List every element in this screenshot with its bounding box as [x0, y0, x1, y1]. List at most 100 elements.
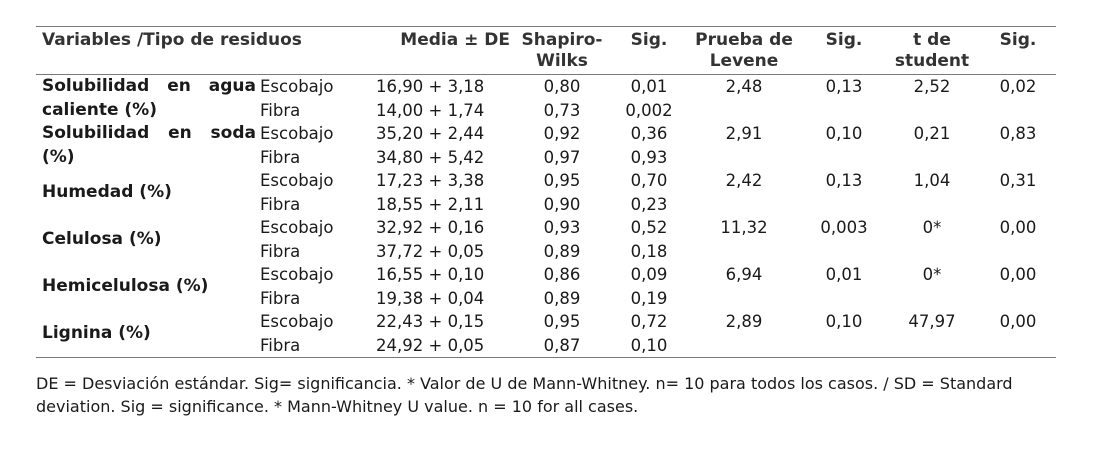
t-value: [884, 146, 980, 170]
residue-type: Escobajo: [260, 265, 334, 284]
header-shapiro-wilks: Shapiro- Wilks: [521, 30, 603, 71]
t-value: 0*: [922, 265, 942, 284]
sig-value: 0,10: [630, 335, 668, 355]
table-row: Hemicelulosa (%) Escobajo 16,55 + 0,10 0,86…: [36, 263, 1056, 296]
sig-levene-value: [804, 287, 884, 311]
levene-value: [684, 193, 804, 217]
sig-t-value: 0,02: [999, 77, 1037, 96]
variable-name: Lignina (%): [42, 322, 151, 343]
sig-levene-value: 0,10: [825, 312, 863, 331]
mean-value: 14,00 + 1,74: [376, 100, 485, 120]
t-value: [884, 334, 980, 358]
sig-value: 0,70: [630, 171, 668, 190]
sig-value: 0,93: [630, 147, 668, 167]
residue-type: Fibra: [260, 147, 301, 167]
shapiro-value: 0,92: [543, 124, 581, 143]
levene-value: 2,91: [725, 124, 763, 143]
t-value: 1,04: [913, 171, 951, 190]
variable-name: Hemicelulosa (%): [42, 275, 209, 296]
table-row: Fibra 19,38 + 0,04 0,89 0,19: [36, 287, 1056, 311]
sig-t-value: 0,00: [999, 265, 1037, 284]
sig-t-value: 0,00: [999, 218, 1037, 237]
mean-value: 16,90 + 3,18: [376, 77, 485, 96]
t-value: [884, 287, 980, 311]
sig-value: 0,19: [630, 288, 668, 308]
levene-value: [684, 287, 804, 311]
sig-value: 0,002: [625, 100, 673, 120]
sig-value: 0,23: [630, 194, 668, 214]
shapiro-value: 0,89: [543, 288, 581, 308]
variable-name: Celulosa (%): [42, 228, 162, 249]
variable-name: Solubilidad en agua caliente (%): [42, 76, 256, 120]
header-sig-2: Sig.: [825, 30, 863, 50]
levene-value: 2,42: [725, 171, 763, 190]
mean-value: 22,43 + 0,15: [376, 312, 485, 331]
table-row: Fibra 14,00 + 1,74 0,73 0,002: [36, 99, 1056, 123]
sig-levene-value: 0,13: [825, 171, 863, 190]
mean-value: 35,20 + 2,44: [376, 124, 485, 143]
levene-value: [684, 146, 804, 170]
header-t-student: t de student: [894, 30, 970, 71]
sig-value: 0,18: [630, 241, 668, 261]
table-row: Fibra 37,72 + 0,05 0,89 0,18: [36, 240, 1056, 264]
table-row: Fibra 18,55 + 2,11 0,90 0,23: [36, 193, 1056, 217]
header-variables: Variables /Tipo de residuos: [42, 30, 302, 50]
mean-value: 37,72 + 0,05: [376, 241, 485, 261]
mean-value: 32,92 + 0,16: [376, 218, 485, 237]
levene-value: 2,89: [725, 312, 763, 331]
table-body: Solubilidad en agua caliente (%) Escobajo…: [36, 75, 1057, 358]
residue-type: Fibra: [260, 288, 301, 308]
header-mean: Media ± DE: [400, 30, 511, 50]
mean-value: 19,38 + 0,04: [376, 288, 485, 308]
sig-levene-value: [804, 146, 884, 170]
t-value: [884, 99, 980, 123]
table-row: Celulosa (%) Escobajo 32,92 + 0,16 0,93 0,52…: [36, 216, 1056, 249]
residue-type: Fibra: [260, 335, 301, 355]
shapiro-value: 0,95: [543, 312, 581, 331]
mean-value: 17,23 + 3,38: [376, 171, 485, 190]
residue-type: Fibra: [260, 194, 301, 214]
t-value: 47,97: [908, 312, 956, 331]
results-table-container: Variables /Tipo de residuos Media ± DE S…: [36, 26, 1057, 358]
header-sig-3: Sig.: [999, 30, 1037, 50]
sig-t-value: [980, 240, 1056, 264]
header-sig-1: Sig.: [630, 30, 668, 50]
t-value: [884, 240, 980, 264]
sig-value: 0,09: [630, 265, 668, 284]
t-value: 2,52: [913, 77, 951, 96]
header-levene: Prueba de Levene: [695, 30, 793, 71]
sig-t-value: [980, 334, 1056, 358]
shapiro-value: 0,93: [543, 218, 581, 237]
residue-type: Escobajo: [260, 77, 334, 96]
t-value: [884, 193, 980, 217]
sig-t-value: 0,00: [999, 312, 1037, 331]
results-table: Variables /Tipo de residuos Media ± DE S…: [36, 26, 1057, 358]
shapiro-value: 0,97: [543, 147, 581, 167]
sig-levene-value: 0,13: [825, 77, 863, 96]
sig-t-value: [980, 287, 1056, 311]
table-footnote: DE = Desviación estándar. Sig= significa…: [36, 374, 1013, 416]
sig-levene-value: [804, 334, 884, 358]
shapiro-value: 0,80: [543, 77, 581, 96]
table-row: Lignina (%) Escobajo 22,43 + 0,15 0,95 0,72 2…: [36, 310, 1056, 343]
variable-name: Solubilidad en soda (%): [42, 123, 256, 167]
sig-t-value: [980, 193, 1056, 217]
residue-type: Fibra: [260, 241, 301, 261]
mean-value: 16,55 + 0,10: [376, 265, 485, 284]
mean-value: 18,55 + 2,11: [376, 194, 485, 214]
table-row: Humedad (%) Escobajo 17,23 + 3,38 0,95 0,70 2…: [36, 169, 1056, 202]
sig-value: 0,52: [630, 218, 668, 237]
shapiro-value: 0,87: [543, 335, 581, 355]
table-row: Solubilidad en agua caliente (%) Escobajo…: [36, 75, 1056, 120]
sig-levene-value: [804, 240, 884, 264]
residue-type: Escobajo: [260, 171, 334, 190]
residue-type: Escobajo: [260, 218, 334, 237]
levene-value: [684, 240, 804, 264]
shapiro-value: 0,73: [543, 100, 581, 120]
levene-value: [684, 99, 804, 123]
levene-value: 2,48: [725, 77, 763, 96]
shapiro-value: 0,95: [543, 171, 581, 190]
residue-type: Escobajo: [260, 312, 334, 331]
table-row: Fibra 24,92 + 0,05 0,87 0,10: [36, 334, 1056, 358]
mean-value: 24,92 + 0,05: [376, 335, 485, 355]
